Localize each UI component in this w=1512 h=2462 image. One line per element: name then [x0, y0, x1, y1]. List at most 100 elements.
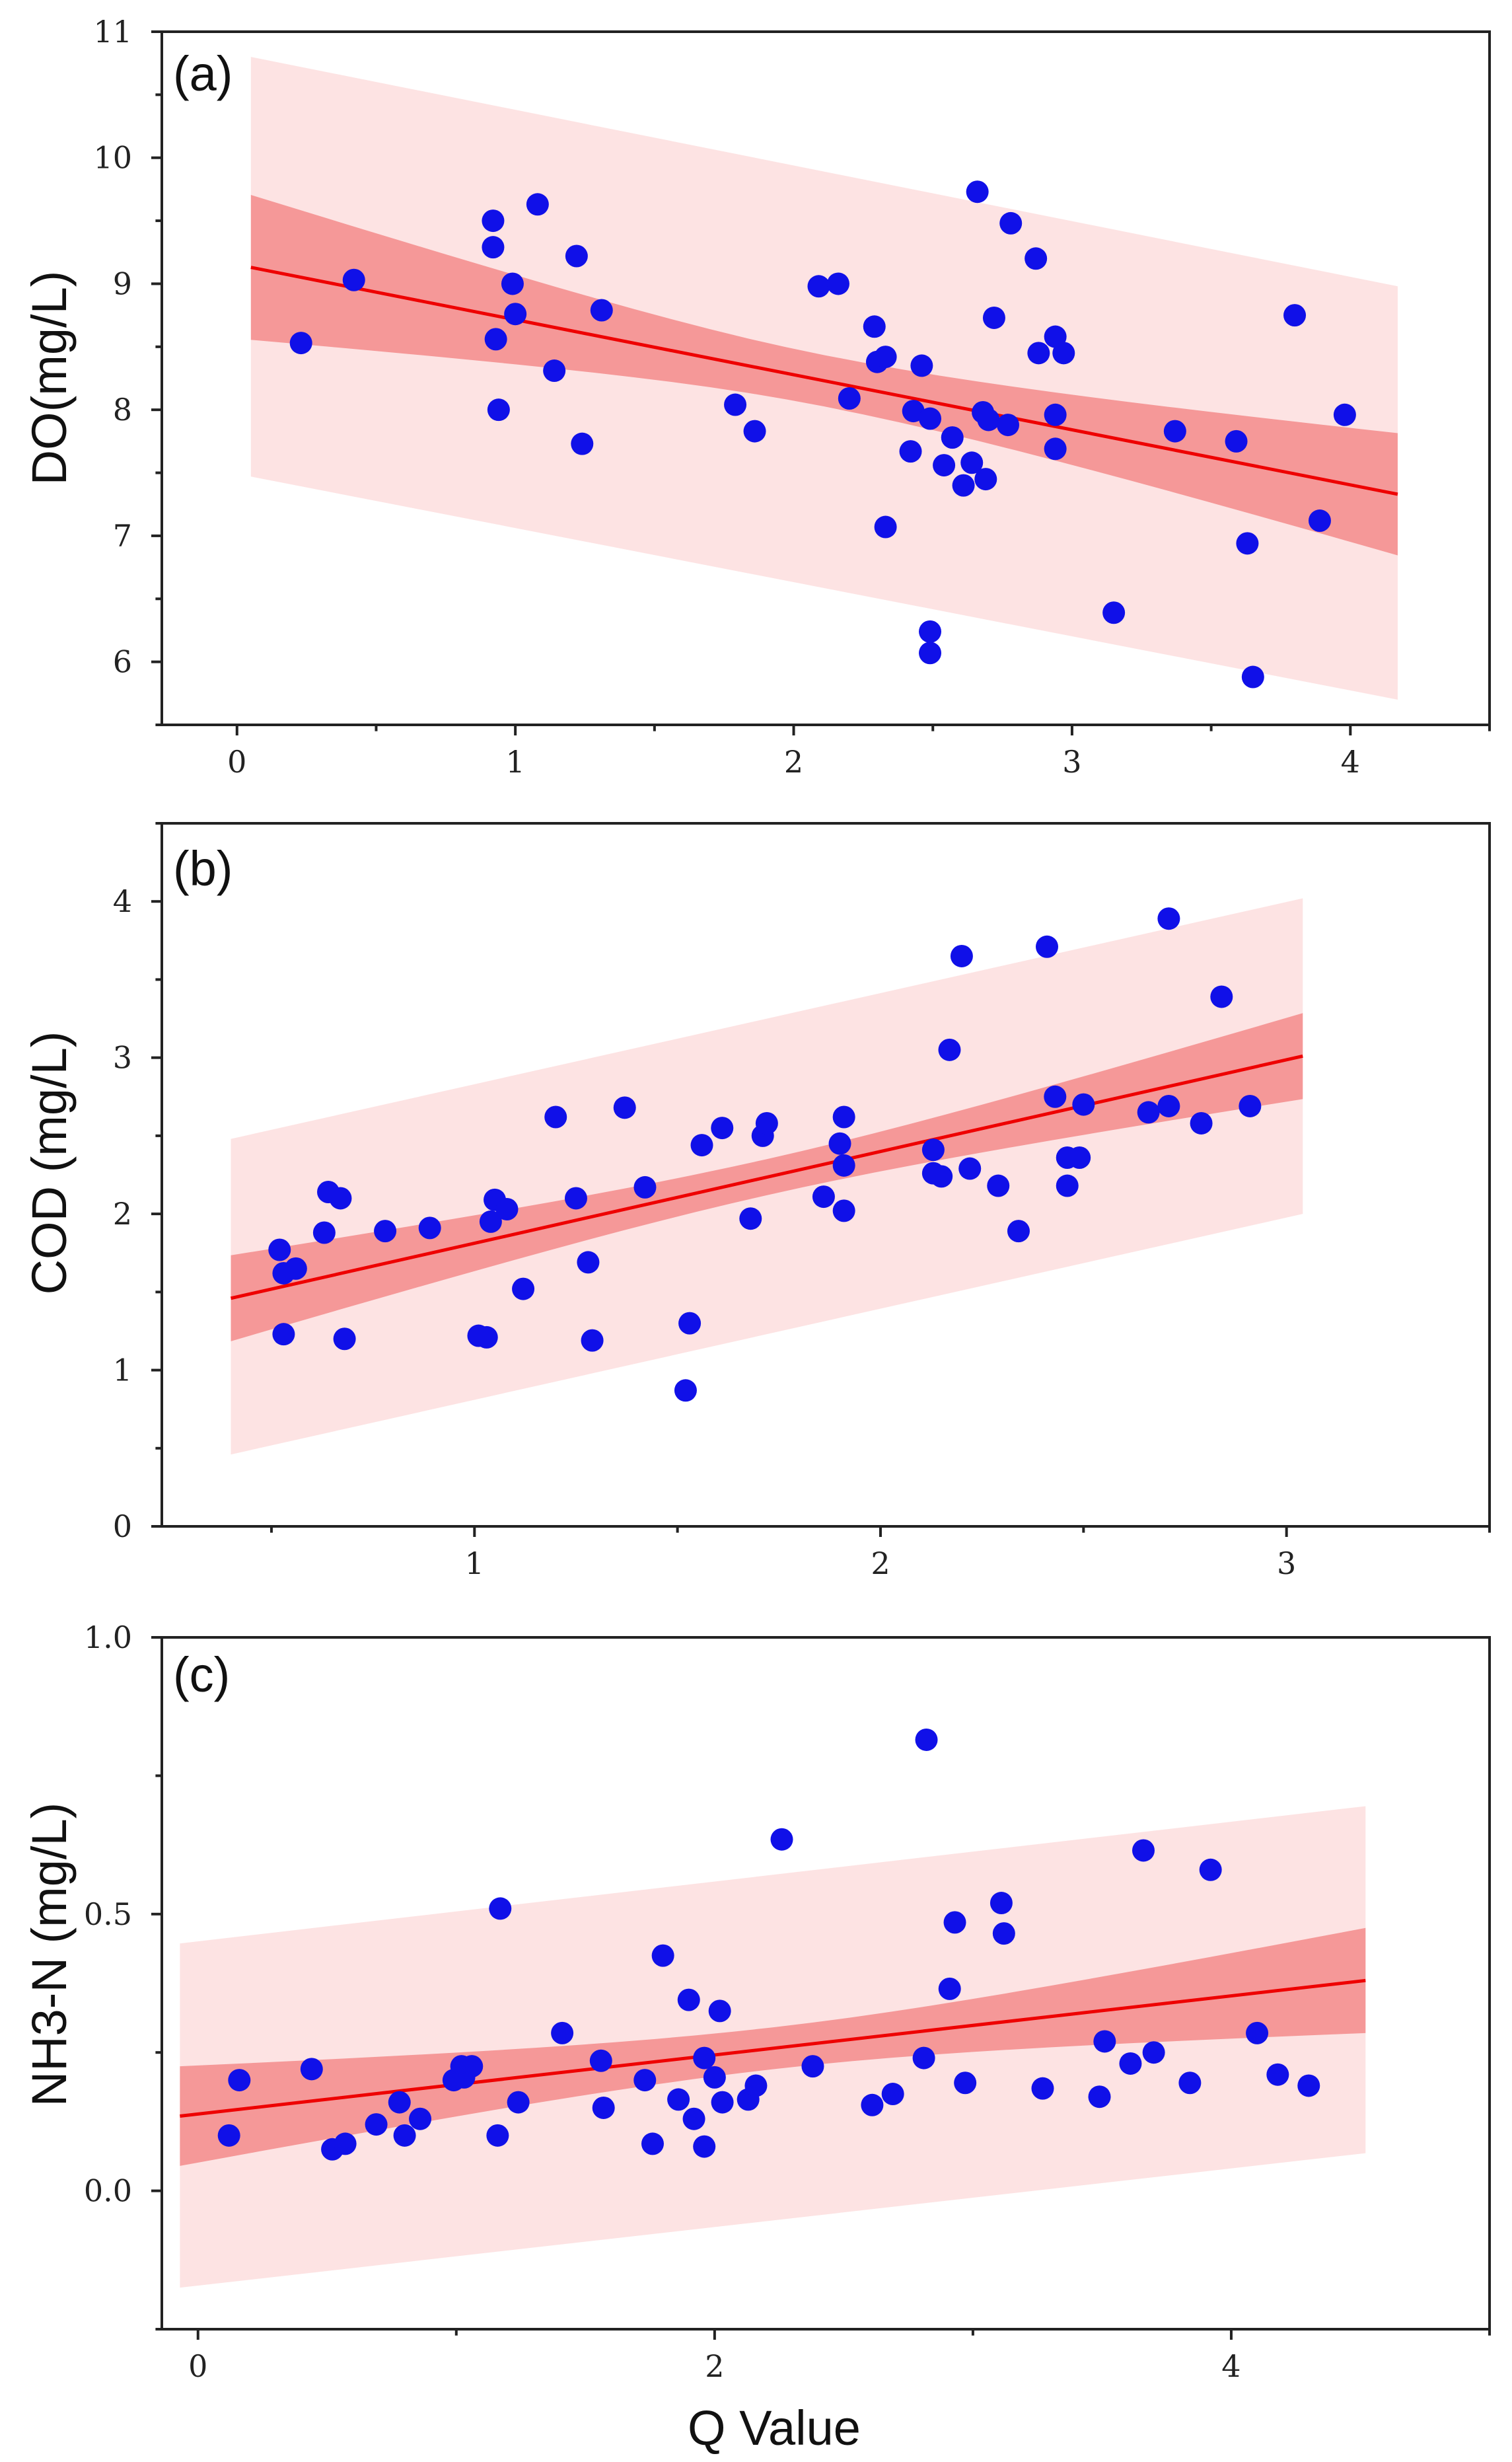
panel-b-data-point: [479, 1210, 502, 1233]
panel-a-data-point: [910, 354, 933, 377]
panel-c-data-point: [592, 2096, 615, 2119]
panel-c-data-point: [334, 2132, 357, 2155]
panel-b-data-point: [1072, 1093, 1095, 1116]
panel-b-data-point: [678, 1312, 702, 1335]
panel-c-fit-line: [180, 1978, 1366, 2118]
panel-c-data-point: [300, 2058, 323, 2081]
panel-c-data-point: [943, 1911, 966, 1934]
panel-a-data-point: [1236, 532, 1259, 555]
panel-a-data-point: [982, 306, 1005, 329]
panel-b-data-point: [755, 1111, 778, 1135]
panel-c-data-point: [589, 2049, 612, 2072]
panel-b-data-point: [711, 1117, 734, 1140]
panel-b-data-point: [284, 1257, 307, 1280]
panel-a-data-point: [1283, 304, 1307, 327]
panel-a-x-tick-label: 1: [506, 744, 525, 780]
panel-b-data-point: [633, 1175, 657, 1199]
panel-b-x-tick-label: 3: [1277, 1546, 1296, 1581]
panel-c-data-point: [1031, 2077, 1054, 2100]
panel-a-data-point: [526, 193, 549, 216]
panel-b-y-tick-label: 4: [113, 883, 132, 919]
panel-c-data-point: [801, 2055, 824, 2078]
panel-a-data-point: [1163, 420, 1186, 443]
panel-b-data-point: [812, 1185, 835, 1209]
panel-c-data-point: [770, 1828, 793, 1851]
panel-b-data-point: [938, 1038, 961, 1061]
panel-c-data-point: [1088, 2085, 1111, 2108]
panel-c-data-point: [881, 2083, 904, 2106]
panel-a-data-point: [1044, 437, 1067, 461]
panel-a-ylabel: DO(mg/L): [22, 271, 77, 486]
panel-a-y-tick-label: 7: [113, 518, 132, 554]
panel-c-data-point: [489, 1897, 512, 1920]
panel-a-data-point: [863, 315, 886, 338]
panel-b-points: [268, 907, 1262, 1402]
panel-c-data-point: [954, 2071, 977, 2095]
panel-b-data-point: [544, 1105, 567, 1129]
panel-c-data-point: [393, 2124, 416, 2147]
panel-c-data-point: [1119, 2052, 1142, 2075]
panel-b-data-point: [674, 1379, 697, 1402]
panel-c-xlabel: Q Value: [688, 2401, 861, 2455]
panel-b-data-point: [418, 1216, 441, 1240]
panel-b-y-tick-label: 0: [113, 1509, 132, 1544]
panel-a-data-point: [1225, 429, 1248, 453]
panel-b-data-point: [268, 1238, 291, 1261]
panel-a-data-point: [1241, 665, 1264, 689]
panel-c-data-point: [1199, 1858, 1222, 1881]
panel-c-data-point: [1266, 2063, 1289, 2086]
panel-c-data-point: [388, 2091, 411, 2114]
panel-a-data-point: [1044, 403, 1067, 426]
panel-c-data-point: [651, 1944, 674, 1967]
panel-b-y-tick-label: 2: [113, 1196, 132, 1232]
panel-c-data-point: [486, 2124, 509, 2147]
panel-c-data-point: [365, 2113, 388, 2136]
panel-a-data-point: [919, 620, 942, 643]
panel-a-data-point: [565, 244, 588, 268]
panel-c-data-point: [703, 2066, 726, 2089]
panel-b-data-point: [930, 1165, 953, 1188]
panel-c-plot-frame: [161, 1636, 1491, 2331]
panel-a-data-point: [1027, 342, 1050, 365]
panel-a-data-point: [919, 407, 942, 430]
panel-b-data-point: [564, 1187, 587, 1210]
panel-b-axes: 1 2 3 0 1 2 3 4: [113, 822, 1491, 1581]
panel-a-data-point: [724, 393, 747, 416]
panel-c-data-point: [693, 2046, 716, 2070]
panel-c-data-point: [861, 2093, 884, 2116]
panel-b-x-tick-label: 1: [465, 1546, 484, 1581]
panel-a-y-tick-label: 9: [113, 266, 132, 301]
panel-b-data-point: [958, 1157, 982, 1180]
panel-b-data-point: [333, 1327, 356, 1351]
panel-b-y-tick-label: 3: [113, 1040, 132, 1076]
panel-a-data-point: [874, 346, 897, 369]
panel-c-x-tick-label: 4: [1221, 2348, 1241, 2384]
panel-b-data-point: [1239, 1094, 1262, 1117]
panel-b-data-point: [272, 1323, 295, 1346]
panel-b-data-point: [374, 1220, 397, 1243]
panel-a-data-point: [482, 209, 505, 233]
panel-a-data-point: [1308, 509, 1331, 533]
panel-a-data-point: [899, 440, 922, 463]
panel-a-data-point: [974, 468, 997, 491]
panel-c-data-point: [460, 2055, 484, 2078]
panel-a-data-point: [504, 303, 527, 326]
panel-a-fit-line: [250, 266, 1398, 496]
panel-a-data-point: [289, 332, 312, 355]
panel-a-data-point: [826, 272, 849, 295]
panel-a-y-tick-label: 6: [113, 644, 132, 680]
panel-a-data-point: [997, 414, 1020, 437]
panel-c-data-point: [1178, 2071, 1202, 2095]
panel-b-data-point: [1157, 1094, 1180, 1117]
panel-a-data-point: [807, 275, 830, 298]
panel-a-y-tick-label: 8: [113, 392, 132, 428]
panel-a-points: [289, 180, 1356, 689]
panel-b-label: (b): [173, 841, 233, 896]
panel-c-data-point: [912, 2046, 935, 2070]
panel-a-data-point: [571, 432, 594, 455]
panel-b-y-tick-label: 1: [113, 1353, 132, 1388]
panel-a-data-point: [999, 211, 1023, 235]
panel-b-regression-line: [230, 1054, 1303, 1300]
panel-a-do: 0 1 2 3 4 6 7 8 9 10 11 (a) DO(mg/L): [22, 14, 1491, 780]
